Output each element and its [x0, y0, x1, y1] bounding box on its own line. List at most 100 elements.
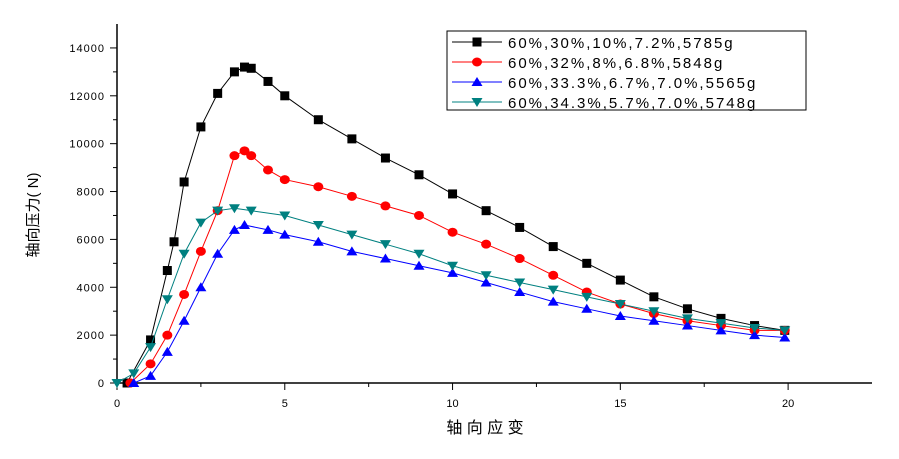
- data-point-square: [179, 177, 189, 187]
- data-point-square: [313, 115, 323, 125]
- data-point-triangle-up: [614, 310, 626, 320]
- plot-area: [111, 62, 791, 388]
- data-point-triangle-down: [245, 206, 257, 216]
- data-point-square: [380, 153, 390, 163]
- data-point-triangle-up: [681, 320, 693, 330]
- data-point-triangle-up: [581, 303, 593, 313]
- data-point-circle: [179, 289, 190, 299]
- x-tick-label: 15: [614, 398, 626, 410]
- x-tick-label: 20: [782, 398, 794, 410]
- data-point-square: [280, 91, 290, 101]
- data-point-circle: [380, 201, 391, 211]
- y-tick-label: 6000: [77, 234, 105, 246]
- data-point-square: [414, 170, 424, 180]
- data-point-triangle-down: [648, 307, 660, 317]
- data-point-triangle-up: [648, 315, 660, 325]
- data-point-triangle-up: [239, 220, 251, 230]
- data-point-triangle-up: [480, 277, 492, 287]
- data-point-triangle-up: [715, 325, 727, 335]
- data-point-square: [472, 37, 482, 47]
- data-point-square: [162, 266, 172, 276]
- data-point-triangle-down: [178, 249, 190, 259]
- data-point-triangle-down: [228, 204, 240, 214]
- legend-item: 60%,30%,10%,7.2%,5785g: [452, 35, 733, 52]
- legend-label: 60%,32%,8%,6.8%,5848g: [508, 55, 724, 72]
- legend-item: 60%,32%,8%,6.8%,5848g: [452, 55, 724, 72]
- data-point-circle: [313, 182, 324, 192]
- data-point-circle: [239, 146, 250, 156]
- data-point-square: [481, 206, 491, 216]
- data-point-triangle-up: [379, 253, 391, 263]
- legend-label: 60%,34.3%,5.7%,7.0%,5748g: [508, 95, 757, 112]
- y-tick-label: 14000: [69, 43, 105, 55]
- data-point-triangle-up: [514, 287, 526, 297]
- data-point-square: [146, 335, 156, 345]
- data-point-triangle-up: [145, 370, 157, 380]
- y-tick-label: 8000: [77, 187, 105, 199]
- data-point-circle: [472, 57, 482, 67]
- data-point-triangle-down: [614, 300, 626, 310]
- data-point-triangle-up: [413, 260, 425, 270]
- data-point-triangle-down: [447, 261, 459, 271]
- legend-label: 60%,33.3%,6.7%,7.0%,5565g: [508, 75, 757, 92]
- data-point-triangle-down: [413, 249, 425, 259]
- data-point-triangle-up: [779, 332, 791, 342]
- data-point-triangle-down: [471, 98, 483, 107]
- series-line: [126, 66, 785, 384]
- data-point-square: [240, 62, 250, 72]
- x-tick-label: 5: [282, 398, 288, 410]
- data-point-triangle-up: [195, 282, 207, 292]
- x-axis-label: 轴 向 应 变: [446, 418, 523, 437]
- y-tick-label: 12000: [69, 91, 105, 103]
- data-point-triangle-up: [262, 224, 274, 234]
- legend-item: 60%,34.3%,5.7%,7.0%,5748g: [452, 95, 757, 112]
- data-point-triangle-down: [749, 323, 761, 333]
- data-point-square: [515, 222, 525, 232]
- data-point-square: [169, 237, 179, 247]
- data-point-triangle-up: [128, 378, 140, 387]
- data-point-triangle-down: [379, 240, 391, 250]
- data-point-circle: [279, 175, 290, 185]
- series-3: [128, 220, 791, 387]
- data-point-triangle-down: [145, 343, 157, 353]
- data-point-triangle-up: [749, 330, 761, 340]
- data-point-square: [615, 275, 625, 285]
- data-point-circle: [481, 239, 492, 249]
- data-point-square: [548, 242, 558, 252]
- data-point-triangle-down: [161, 295, 173, 305]
- y-tick-label: 4000: [77, 282, 105, 294]
- x-tick-label: 10: [446, 398, 458, 410]
- data-point-circle: [162, 330, 173, 340]
- data-point-triangle-down: [212, 206, 224, 216]
- data-point-circle: [229, 151, 240, 161]
- data-point-triangle-up: [161, 346, 173, 356]
- data-point-triangle-down: [111, 379, 123, 388]
- data-point-triangle-down: [195, 218, 207, 228]
- data-point-square: [582, 258, 592, 268]
- data-point-square: [347, 134, 357, 144]
- data-point-square: [229, 67, 239, 77]
- data-point-triangle-down: [681, 314, 693, 324]
- data-point-triangle-down: [279, 211, 291, 221]
- series-line: [133, 224, 785, 384]
- x-tick-label: 0: [114, 398, 120, 410]
- legend-box: [446, 30, 807, 111]
- data-point-triangle-down: [581, 292, 593, 302]
- data-point-circle: [195, 246, 206, 256]
- y-tick-label: 2000: [77, 330, 105, 342]
- data-point-circle: [447, 227, 458, 237]
- data-point-square: [716, 313, 726, 323]
- legend: 60%,30%,10%,7.2%,5785g 60%,32%,8%,6.8%,58…: [446, 30, 807, 112]
- data-point-triangle-down: [514, 278, 526, 288]
- data-point-triangle-up: [228, 224, 240, 234]
- data-point-circle: [346, 191, 357, 201]
- data-point-triangle-up: [346, 246, 358, 256]
- data-point-circle: [263, 165, 273, 175]
- data-point-triangle-down: [480, 271, 492, 281]
- data-point-triangle-down: [715, 319, 727, 329]
- data-point-triangle-up: [212, 248, 224, 258]
- data-point-triangle-up: [447, 267, 459, 277]
- y-tick-label: 0: [98, 378, 105, 390]
- data-point-triangle-up: [547, 296, 559, 306]
